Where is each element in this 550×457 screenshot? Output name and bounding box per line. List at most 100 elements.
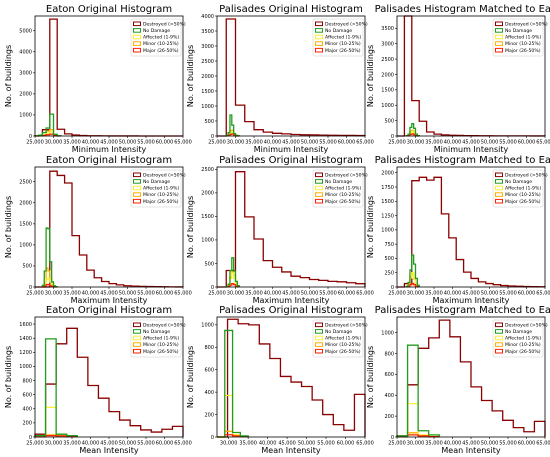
legend-label: Destroyed (>50%) bbox=[143, 172, 186, 178]
y-tick-label: 1500 bbox=[381, 199, 394, 205]
legend-swatch bbox=[133, 322, 141, 328]
legend-label: Affected (1-9%) bbox=[505, 186, 541, 192]
x-tick-label: 65,000 bbox=[174, 140, 192, 146]
x-tick-label: 60,000 bbox=[518, 441, 536, 447]
series-line-no-damage bbox=[34, 113, 62, 137]
legend-box bbox=[130, 18, 182, 57]
x-tick-label: 45,000 bbox=[278, 441, 296, 447]
legend-swatch bbox=[133, 342, 141, 347]
y-tick-label: 200 bbox=[204, 412, 214, 418]
legend-swatch bbox=[495, 198, 503, 204]
legend-box bbox=[130, 319, 182, 358]
x-tick-label: 30,000 bbox=[227, 291, 245, 297]
legend-label: No Damage bbox=[325, 329, 352, 335]
y-axis-label: No. of buildings bbox=[186, 45, 195, 107]
x-tick-label: 25,000 bbox=[26, 291, 44, 297]
legend-label: Affected (1-9%) bbox=[325, 336, 361, 342]
legend-label: Minor (10-25%) bbox=[143, 342, 179, 348]
legend-label: Destroyed (>50%) bbox=[505, 322, 548, 328]
legend-label: Minor (10-25%) bbox=[325, 192, 361, 198]
legend-label: No Damage bbox=[143, 329, 170, 335]
x-tick-label: 25,000 bbox=[388, 291, 406, 297]
x-tick-label: 30,000 bbox=[220, 441, 238, 447]
y-tick-label: 2500 bbox=[19, 180, 32, 186]
legend-swatch bbox=[133, 329, 141, 334]
legend-swatch bbox=[315, 348, 323, 354]
y-tick-label: 200 bbox=[22, 421, 32, 427]
x-tick-label: 50,000 bbox=[119, 140, 137, 146]
x-tick-label: 50,000 bbox=[298, 441, 316, 447]
x-tick-label: 50,000 bbox=[301, 140, 319, 146]
y-axis-label: No. of buildings bbox=[4, 45, 13, 107]
legend-label: Minor (10-25%) bbox=[143, 41, 179, 47]
legend-swatch bbox=[495, 41, 503, 46]
legend-swatch bbox=[315, 28, 323, 33]
panel-title: Palisades Histogram Matched to Eaton bbox=[375, 4, 550, 15]
x-tick-label: 65,000 bbox=[174, 291, 192, 297]
y-tick-label: 1500 bbox=[19, 222, 32, 228]
y-tick-label: 250 bbox=[384, 271, 394, 277]
y-tick-label: 2000 bbox=[201, 191, 214, 197]
y-tick-label: 2500 bbox=[381, 57, 394, 63]
x-axis-label: Mean Intensity bbox=[441, 446, 500, 455]
legend-label: Destroyed (>50%) bbox=[505, 21, 548, 27]
y-tick-label: 1000 bbox=[381, 228, 394, 234]
y-tick-label: 200 bbox=[384, 414, 394, 420]
x-axis-label: Mean Intensity bbox=[79, 446, 138, 455]
legend-label: No Damage bbox=[505, 329, 532, 335]
legend-box bbox=[130, 169, 182, 208]
legend-label: Minor (10-25%) bbox=[325, 342, 361, 348]
x-tick-label: 35,000 bbox=[425, 140, 443, 146]
y-tick-label: 3500 bbox=[201, 29, 214, 35]
y-tick-label: 1200 bbox=[19, 350, 32, 356]
series-line-destroyed bbox=[217, 18, 366, 137]
x-tick-label: 65,000 bbox=[356, 140, 374, 146]
x-tick-label: 40,000 bbox=[82, 140, 100, 146]
legend-swatch bbox=[133, 192, 141, 197]
x-tick-label: 30,000 bbox=[45, 441, 63, 447]
histogram-panel: Palisades Original Histogram 0 200 400 600 80… bbox=[186, 305, 374, 455]
x-tick-label: 35,000 bbox=[63, 441, 81, 447]
x-tick-label: 60,000 bbox=[156, 291, 174, 297]
legend-swatch bbox=[495, 179, 503, 184]
x-tick-label: 50,000 bbox=[481, 140, 499, 146]
y-tick-label: 1000 bbox=[19, 364, 32, 370]
y-tick-label: 0 bbox=[391, 134, 394, 140]
x-tick-label: 30,000 bbox=[227, 140, 245, 146]
x-tick-label: 25,000 bbox=[26, 441, 44, 447]
x-tick-label: 25,000 bbox=[208, 140, 226, 146]
legend-label: Major (26-50%) bbox=[143, 349, 179, 355]
series-line-no-damage bbox=[405, 123, 420, 137]
legend-label: Minor (10-25%) bbox=[505, 342, 541, 348]
x-axis-label: Minimum Intensity bbox=[434, 145, 509, 154]
x-tick-label: 35,000 bbox=[239, 441, 257, 447]
legend-swatch bbox=[315, 47, 323, 53]
y-tick-label: 1500 bbox=[201, 89, 214, 95]
legend-label: Destroyed (>50%) bbox=[143, 322, 186, 328]
x-tick-label: 50,000 bbox=[481, 291, 499, 297]
y-tick-label: 1500 bbox=[201, 214, 214, 220]
y-tick-label: 2000 bbox=[19, 92, 32, 98]
y-tick-label: 1000 bbox=[201, 104, 214, 110]
y-tick-label: 4000 bbox=[19, 50, 32, 56]
series-line-destroyed bbox=[217, 318, 366, 438]
x-tick-label: 65,000 bbox=[174, 441, 192, 447]
legend-swatch bbox=[315, 179, 323, 184]
legend-swatch bbox=[495, 329, 503, 334]
x-tick-label: 50,000 bbox=[119, 441, 137, 447]
series-line-no-damage bbox=[225, 257, 240, 288]
panel-title: Eaton Original Histogram bbox=[46, 305, 172, 316]
legend-box bbox=[492, 169, 544, 208]
legend-box bbox=[492, 18, 544, 57]
y-tick-label: 0 bbox=[211, 134, 214, 140]
x-axis-label: Maximum Intensity bbox=[71, 296, 148, 305]
legend-label: Minor (10-25%) bbox=[143, 192, 179, 198]
x-axis-label: Minimum Intensity bbox=[254, 145, 329, 154]
x-axis-label: Maximum Intensity bbox=[433, 296, 510, 305]
legend-label: Affected (1-9%) bbox=[505, 35, 541, 41]
y-tick-label: 750 bbox=[384, 242, 394, 248]
legend-label: Destroyed (>50%) bbox=[143, 21, 186, 27]
legend-label: Destroyed (>50%) bbox=[325, 322, 368, 328]
